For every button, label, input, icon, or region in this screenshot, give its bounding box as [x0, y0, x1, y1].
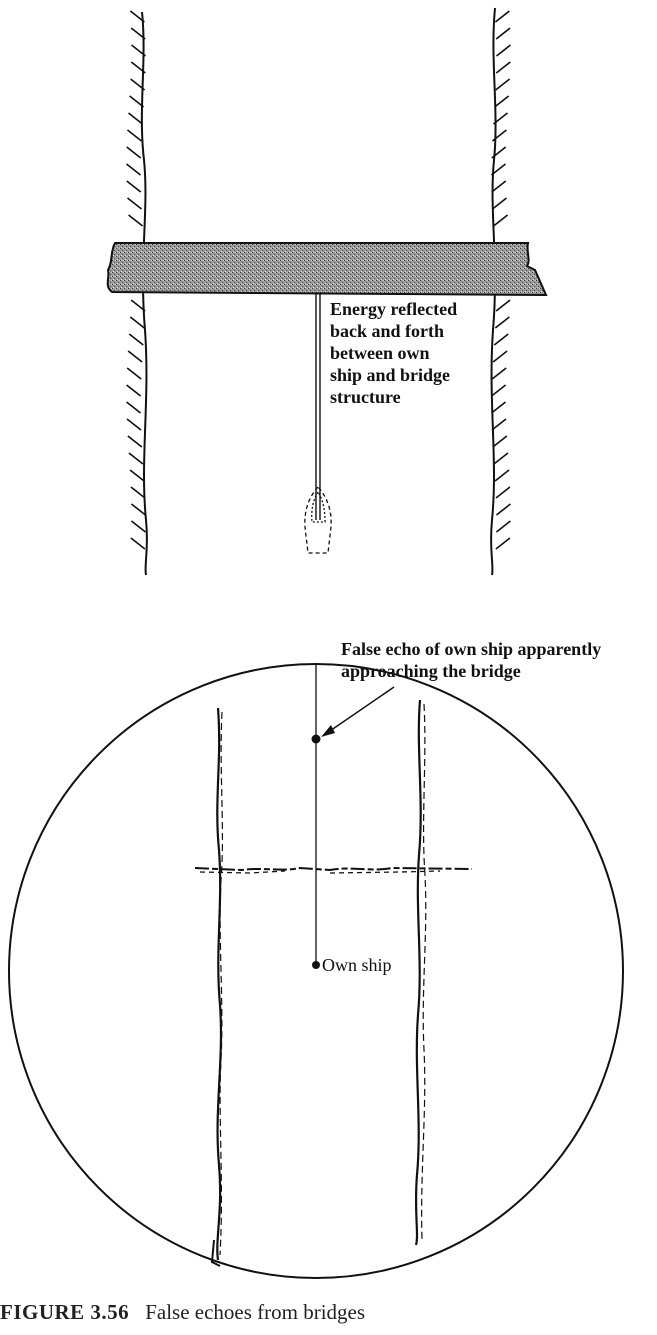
- bank-hatch-mark: [491, 384, 507, 397]
- bank-hatch-mark: [126, 367, 142, 380]
- own-ship-label: Own ship: [322, 955, 392, 975]
- annotation-line: Energy reflected: [330, 299, 457, 319]
- bank-hatch-mark: [126, 180, 142, 193]
- bank-hatch-mark: [126, 384, 142, 397]
- annotation-line: between own: [330, 343, 430, 363]
- annotation-line: ship and bridge: [330, 365, 450, 385]
- bank-hatch-mark: [126, 163, 141, 176]
- annotation-line: back and forth: [330, 321, 444, 341]
- bank-hatch-mark: [491, 180, 507, 193]
- bank-hatch-mark: [493, 452, 509, 465]
- top-plan-diagram: Energy reflected back and forth between …: [106, 7, 548, 576]
- bank-hatch-mark: [495, 78, 511, 91]
- bank-hatch-mark: [495, 520, 511, 533]
- bank-hatch-mark: [491, 401, 507, 414]
- bank-hatch-mark: [494, 316, 510, 329]
- bank-hatch-mark: [129, 10, 145, 23]
- bank-hatch-mark: [130, 299, 146, 312]
- bank-hatch-mark: [495, 486, 511, 499]
- left-riverbank: [126, 10, 148, 576]
- bank-hatch-mark: [127, 435, 143, 448]
- false-echo-blip: [311, 734, 321, 744]
- bank-hatch-mark: [126, 418, 142, 431]
- bank-hatch-mark: [128, 214, 144, 227]
- bank-hatch-mark: [491, 163, 506, 176]
- bank-hatch-mark: [130, 78, 146, 91]
- bank-hatch-mark: [126, 401, 142, 414]
- annotation-line: structure: [330, 387, 401, 407]
- bank-hatch-mark: [129, 95, 145, 108]
- bank-hatch-mark: [495, 503, 511, 516]
- false-echo-label-line: approaching the bridge: [341, 661, 521, 681]
- bank-hatch-mark: [492, 350, 508, 363]
- own-ship-blip: [312, 961, 320, 969]
- bank-hatch-mark: [493, 214, 509, 227]
- bank-hatch-mark: [128, 333, 144, 346]
- bank-hatch-mark: [495, 61, 511, 74]
- bank-hatch-mark: [494, 469, 510, 482]
- own-ship-outline: [304, 486, 332, 554]
- bank-hatch-mark: [492, 197, 508, 210]
- bank-hatch-mark: [130, 503, 146, 516]
- reflection-annotation: Energy reflected back and forth between …: [330, 299, 462, 407]
- figure-caption: FIGURE 3.56 False echoes from bridges: [0, 1300, 657, 1335]
- bank-hatch-mark: [493, 333, 509, 346]
- bank-hatch-mark: [494, 10, 510, 23]
- bank-hatch-mark: [130, 486, 146, 499]
- bank-hatch-mark: [494, 95, 510, 108]
- bank-hatch-mark: [129, 469, 145, 482]
- bank-hatch-mark: [131, 44, 146, 57]
- bank-hatch-mark: [127, 350, 143, 363]
- right-bank-echo: [414, 699, 427, 1246]
- bank-hatch-mark: [127, 112, 143, 125]
- bank-hatch-mark: [129, 316, 145, 329]
- false-echo-label: False echo of own ship apparently approa…: [341, 639, 606, 681]
- left-bank-echo: [210, 707, 224, 1267]
- bank-hatch-mark: [491, 367, 507, 380]
- bank-hatch-mark: [128, 452, 144, 465]
- bank-hatch-mark: [491, 129, 507, 142]
- radar-ppi-display: False echo of own ship apparently approa…: [8, 639, 624, 1279]
- bridge-structure: [106, 242, 548, 297]
- bank-hatch-mark: [126, 146, 142, 159]
- bank-hatch-mark: [496, 44, 511, 57]
- bank-hatch-mark: [491, 146, 507, 159]
- bank-hatch-mark: [491, 418, 507, 431]
- reflection-path: [315, 294, 321, 520]
- bank-hatch-mark: [126, 129, 142, 142]
- bank-hatch-mark: [130, 520, 146, 533]
- right-riverbank: [490, 7, 511, 576]
- figure-number: FIGURE 3.56: [0, 1300, 130, 1324]
- bridge-echo: [194, 866, 473, 874]
- bank-hatch-mark: [130, 61, 146, 74]
- bank-hatch-mark: [495, 299, 511, 312]
- bank-hatch-mark: [130, 27, 146, 40]
- false-echo-arrow: [321, 686, 395, 737]
- figure-caption-text: False echoes from bridges: [145, 1300, 366, 1324]
- false-echo-label-line: False echo of own ship apparently: [341, 639, 601, 659]
- bank-hatch-mark: [495, 537, 511, 550]
- bank-hatch-mark: [492, 112, 508, 125]
- bank-hatch-mark: [130, 537, 146, 550]
- bank-hatch-mark: [127, 197, 143, 210]
- bank-hatch-mark: [495, 27, 511, 40]
- bank-hatch-mark: [492, 435, 508, 448]
